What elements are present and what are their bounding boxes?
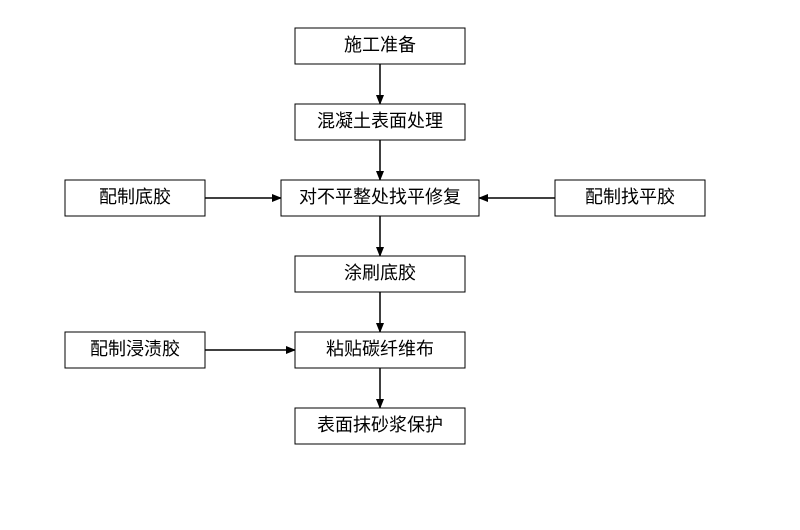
flow-node-label: 涂刷底胶 — [344, 263, 416, 283]
flow-node-n5: 粘贴碳纤维布 — [295, 332, 465, 368]
flow-node-label: 配制底胶 — [99, 187, 171, 207]
flow-node-label: 配制浸渍胶 — [90, 339, 180, 359]
flow-node-label: 施工准备 — [344, 35, 416, 55]
flow-node-s2: 配制找平胶 — [555, 180, 705, 216]
flow-node-n6: 表面抹砂浆保护 — [295, 408, 465, 444]
flow-node-n1: 施工准备 — [295, 28, 465, 64]
flow-node-n4: 涂刷底胶 — [295, 256, 465, 292]
flow-node-label: 混凝土表面处理 — [317, 111, 443, 131]
flow-node-label: 配制找平胶 — [585, 187, 675, 207]
flow-node-label: 粘贴碳纤维布 — [326, 339, 434, 359]
flow-node-s1: 配制底胶 — [65, 180, 205, 216]
flow-node-label: 对不平整处找平修复 — [299, 187, 461, 207]
flow-node-label: 表面抹砂浆保护 — [317, 415, 443, 435]
nodes-layer: 施工准备混凝土表面处理对不平整处找平修复涂刷底胶粘贴碳纤维布表面抹砂浆保护 配制底… — [65, 28, 705, 444]
flowchart-canvas: 施工准备混凝土表面处理对不平整处找平修复涂刷底胶粘贴碳纤维布表面抹砂浆保护 配制底… — [0, 0, 800, 530]
flow-node-n2: 混凝土表面处理 — [295, 104, 465, 140]
flow-node-n3: 对不平整处找平修复 — [281, 180, 479, 216]
flow-node-s3: 配制浸渍胶 — [65, 332, 205, 368]
